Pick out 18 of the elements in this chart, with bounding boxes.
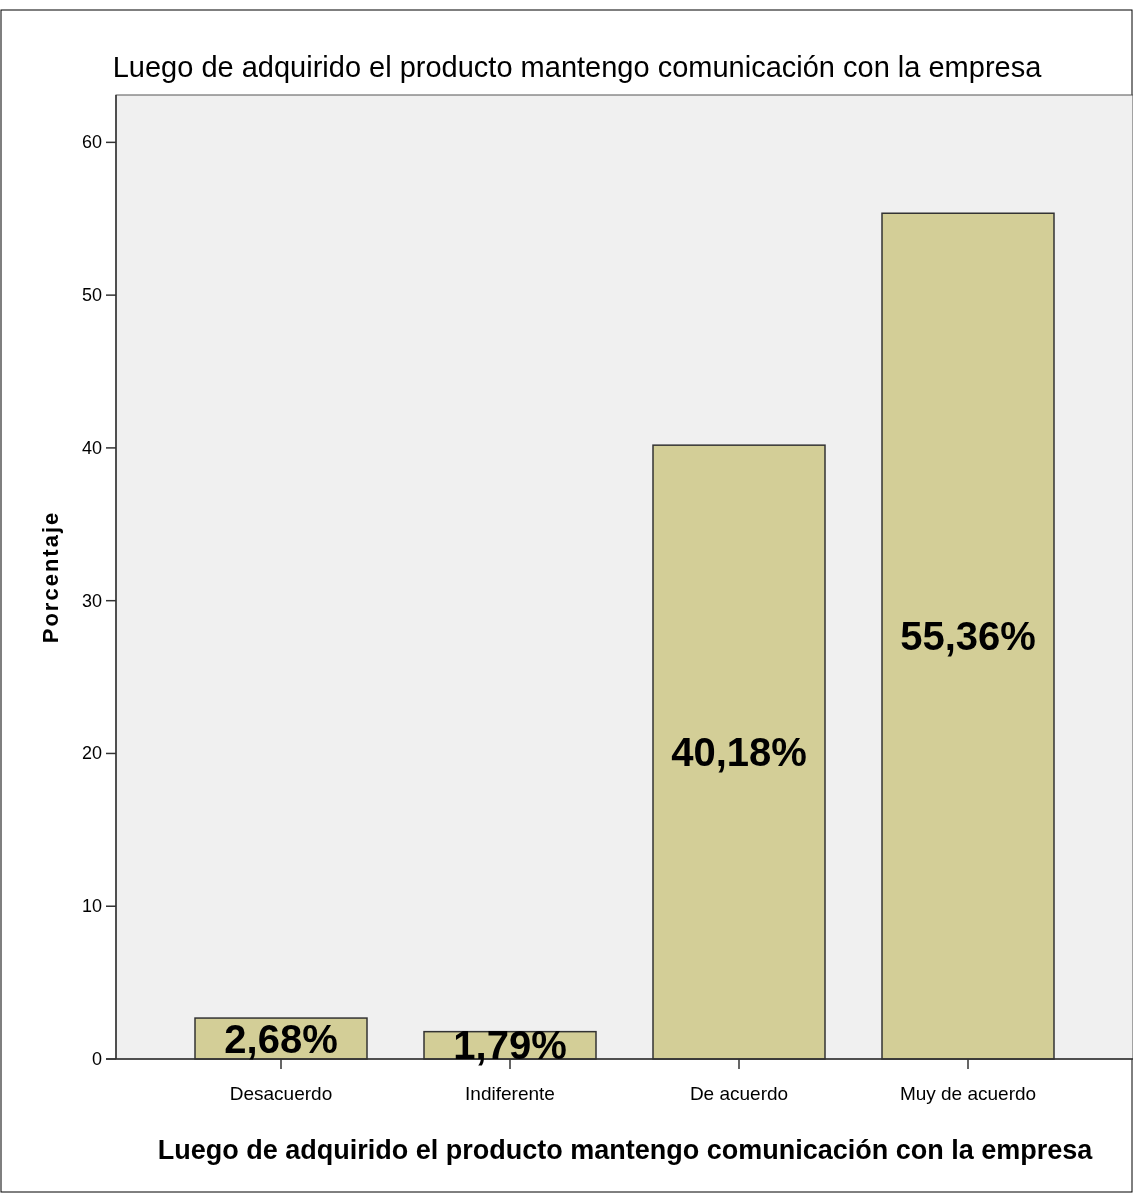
data-label: 40,18% (671, 730, 807, 775)
y-tick-label: 20 (81, 743, 102, 764)
y-tick-label: 0 (91, 1049, 102, 1069)
y-axis-title: Porcentaje (37, 510, 63, 644)
x-tick-label: Indiferente (465, 1082, 555, 1104)
y-tick-label: 10 (81, 896, 102, 917)
x-tick-label: De acuerdo (689, 1082, 789, 1104)
x-axis-title: Luego de adquirido el producto mantengo comunicación con la empresa (157, 1135, 1094, 1165)
x-tick-label: Desacuerdo (229, 1082, 333, 1104)
data-label: 2,68% (224, 1016, 338, 1061)
y-tick-label: 50 (81, 285, 102, 306)
y-tick-label: 60 (81, 132, 102, 153)
y-tick-label: 30 (81, 590, 102, 611)
y-tick-label: 40 (81, 437, 102, 458)
x-tick-label: Muy de acuerdo (899, 1082, 1037, 1104)
chart-title: Luego de adquirido el producto mantengo comunicación con la empresa (112, 51, 1043, 83)
data-label: 1,79% (453, 1023, 567, 1068)
data-label: 55,36% (900, 614, 1036, 659)
